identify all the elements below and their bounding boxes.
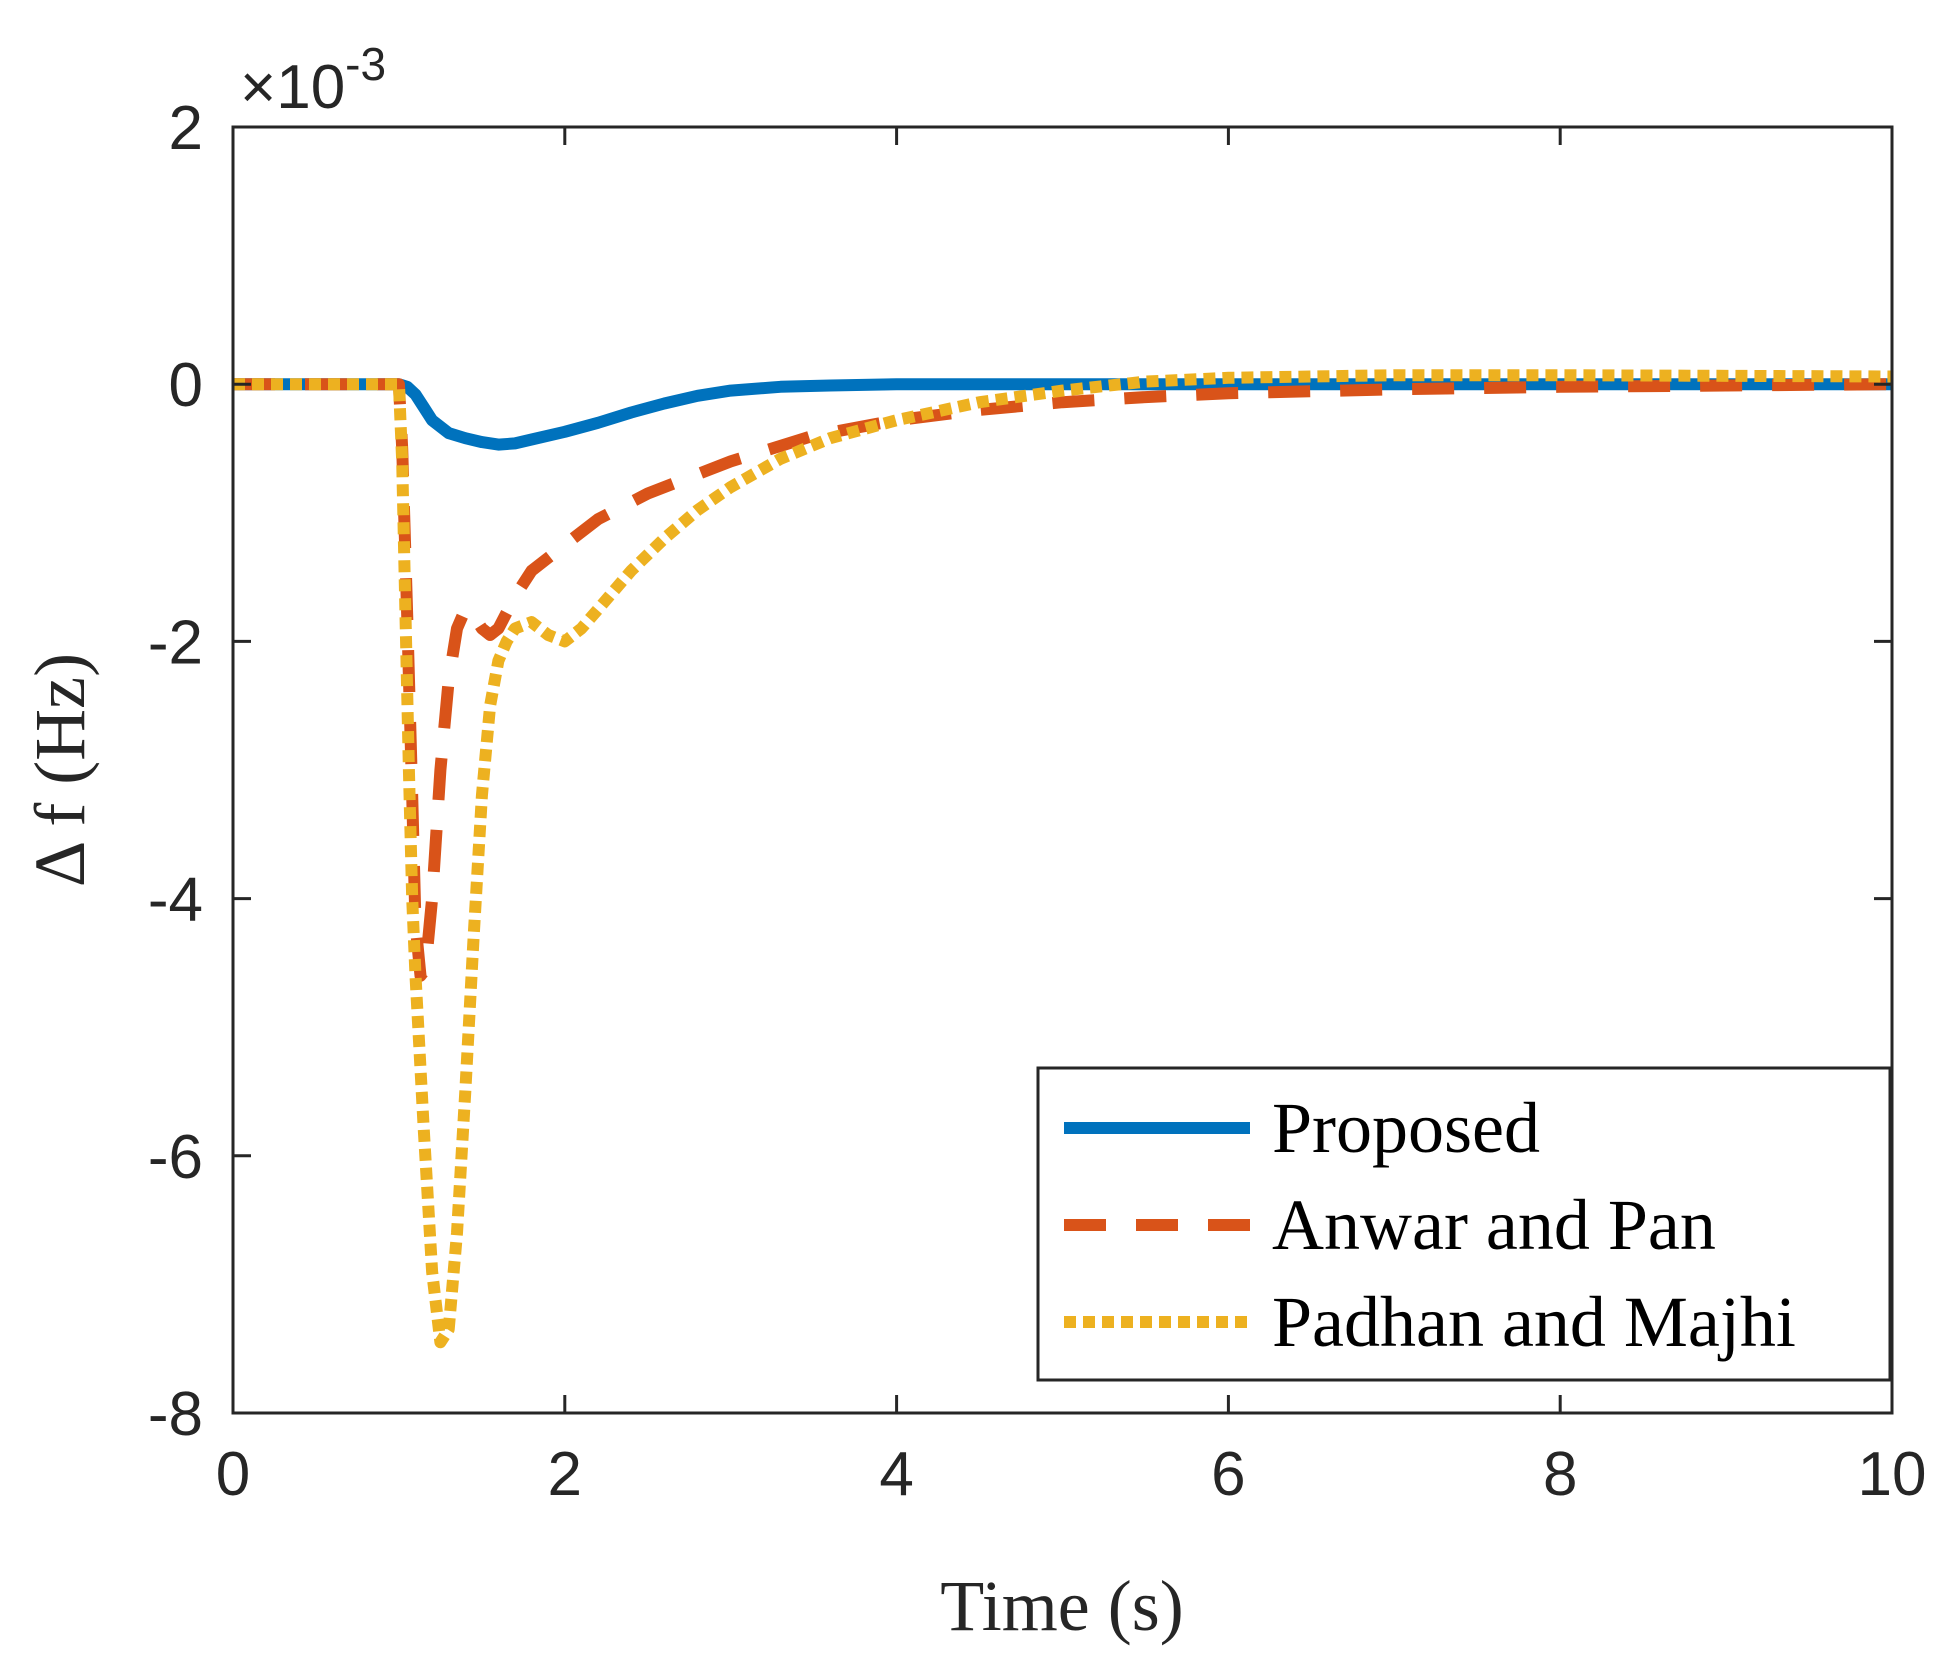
y-exponent-power: -3 (345, 38, 386, 90)
y-exponent-label: ×10-3 (240, 38, 386, 122)
y-tick-label-3: -2 (148, 608, 203, 677)
series-layer (233, 369, 1892, 1349)
tick-layer: 0 2 4 6 8 10 -8 -6 -4 -2 0 2 (148, 94, 1927, 1509)
y-axis-label: Δ f (Hz) (20, 653, 100, 887)
y-tick-label-4: 0 (169, 351, 203, 420)
plot-area-border (231, 125, 1894, 1415)
x-tick-label-3: 6 (1211, 1440, 1245, 1509)
y-tick-label-2: -4 (148, 866, 203, 935)
y-exponent-base: ×10 (240, 53, 345, 122)
x-tick-label-1: 2 (548, 1440, 582, 1509)
y-tick-label-1: -6 (148, 1123, 203, 1192)
legend-label-padhan-and-majhi: Padhan and Majhi (1272, 1282, 1796, 1362)
x-tick-label-5: 10 (1858, 1440, 1927, 1509)
series-line-proposed (233, 378, 1892, 451)
y-tick-label-5: 2 (169, 94, 203, 163)
x-tick-label-4: 8 (1543, 1440, 1577, 1509)
legend-label-proposed: Proposed (1272, 1088, 1540, 1168)
x-axis-label: Time (s) (940, 1566, 1183, 1646)
legend-label-anwar-and-pan: Anwar and Pan (1272, 1185, 1716, 1265)
y-tick-label-0: -8 (148, 1380, 203, 1449)
legend: Proposed Anwar and Pan Padhan and Majhi (1036, 1066, 1892, 1382)
series-line-padhan-and-majhi (233, 369, 1892, 1349)
x-tick-label-2: 4 (879, 1440, 913, 1509)
x-tick-label-0: 0 (216, 1440, 250, 1509)
legend-entries: Proposed Anwar and Pan Padhan and Majhi (1064, 1088, 1796, 1362)
